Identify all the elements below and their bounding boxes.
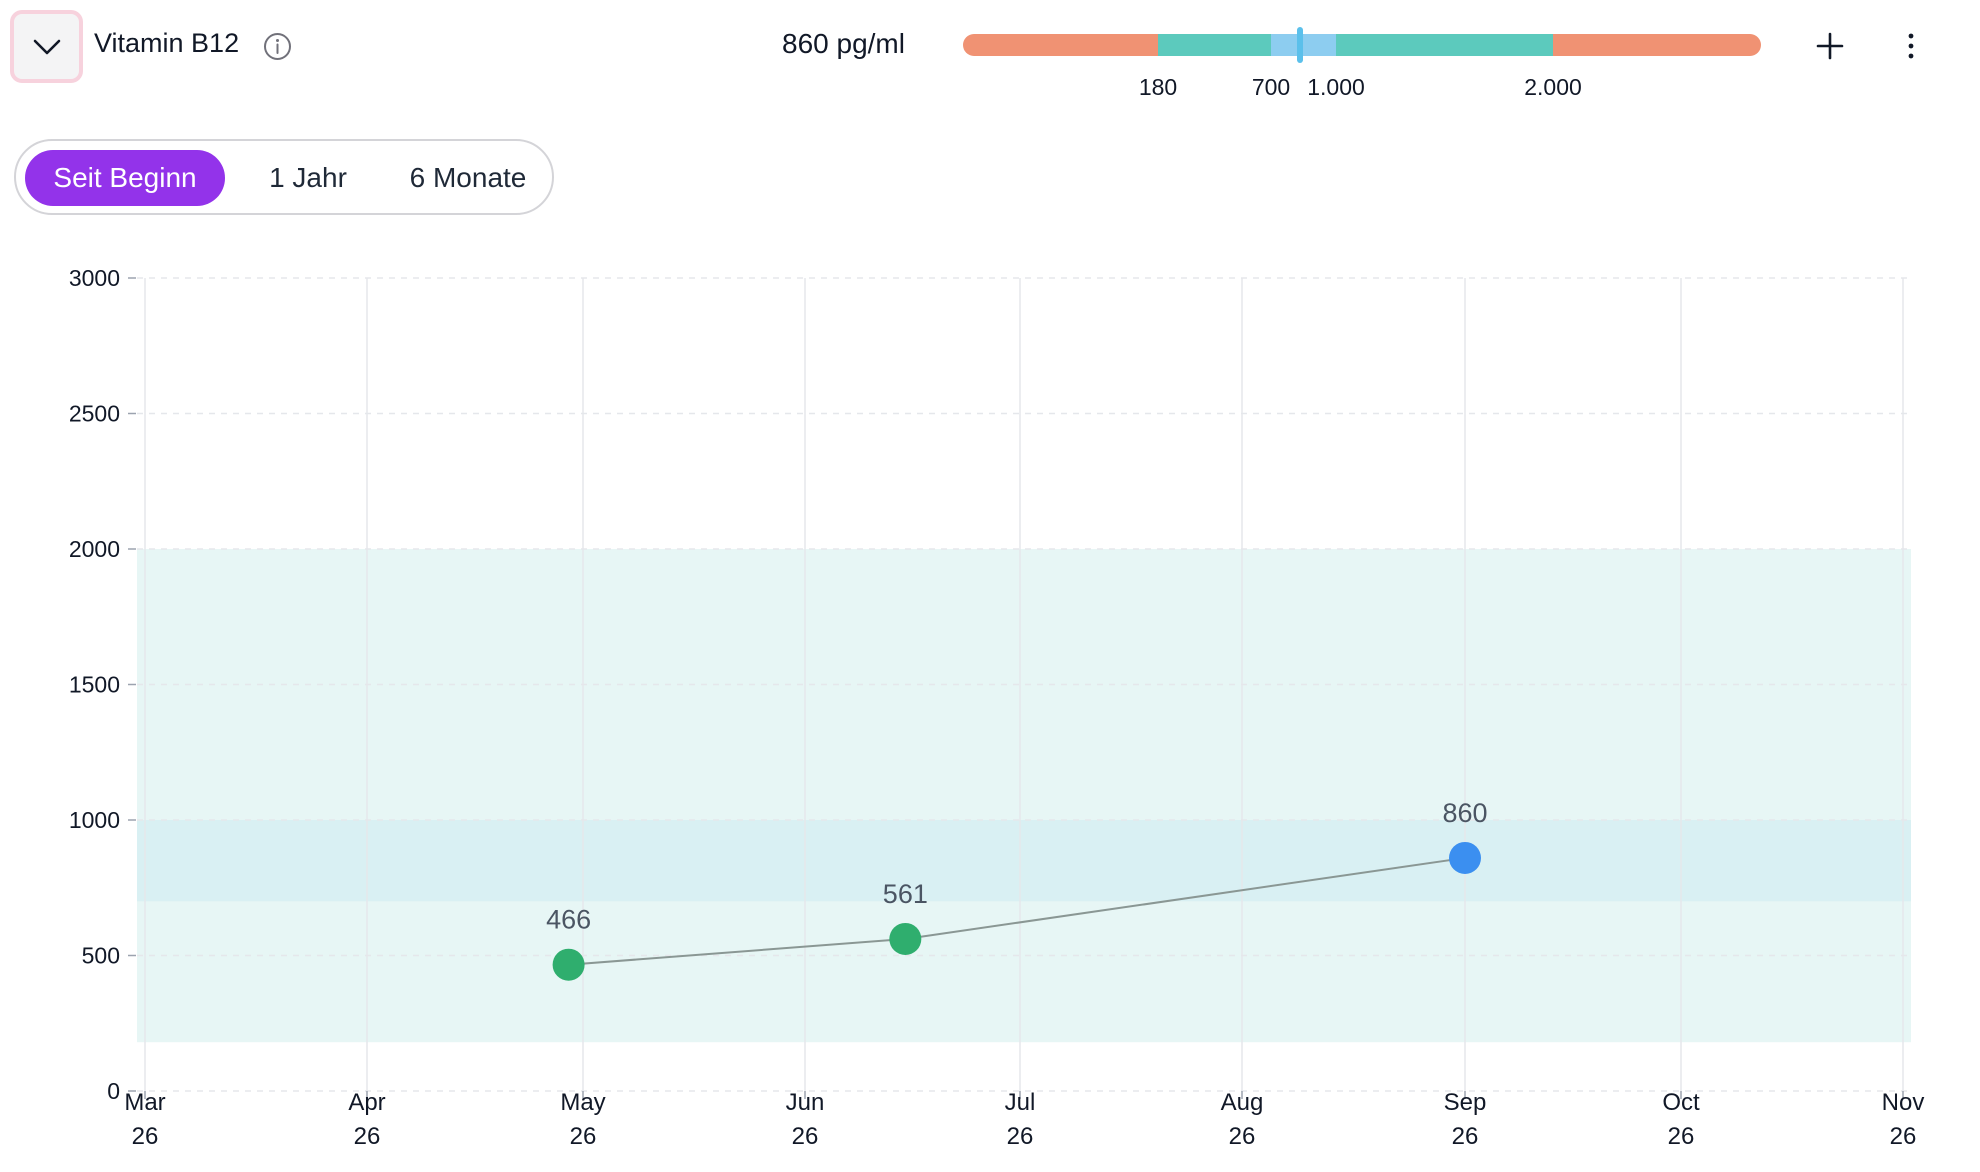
range-tick-label: 1.000	[1307, 74, 1365, 100]
x-axis-month-label: Nov	[1882, 1089, 1925, 1116]
range-segment-low	[963, 34, 1158, 56]
reference-range-bar	[963, 27, 1761, 63]
data-point-label: 860	[1442, 798, 1487, 828]
range-tick-label: 700	[1251, 74, 1291, 100]
add-value-button[interactable]	[1810, 26, 1850, 66]
x-axis-month-label: Jul	[1005, 1089, 1036, 1116]
x-axis-year-label: 26	[1229, 1123, 1256, 1150]
x-axis-year-label: 26	[792, 1123, 819, 1150]
y-axis-tick-label: 1500	[69, 672, 120, 698]
range-tick-label: 180	[1138, 74, 1178, 100]
range-segment-high	[1553, 34, 1761, 56]
filter-1-year[interactable]: 1 Jahr	[269, 162, 347, 193]
more-options-button[interactable]	[1896, 26, 1926, 66]
optimal-range-band	[137, 820, 1911, 902]
y-axis-tick-label: 3000	[69, 265, 120, 291]
x-axis-year-label: 26	[132, 1123, 159, 1150]
current-value-marker	[1297, 27, 1303, 63]
x-axis-month-label: Mar	[124, 1089, 165, 1116]
x-axis-month-label: Apr	[348, 1089, 385, 1116]
x-axis-year-label: 26	[570, 1123, 597, 1150]
filter-6-months[interactable]: 6 Monate	[409, 162, 527, 193]
data-point-label: 466	[546, 905, 591, 935]
x-axis-year-label: 26	[1007, 1123, 1034, 1150]
data-point	[552, 948, 585, 981]
x-axis-month-label: May	[560, 1089, 605, 1116]
data-point	[889, 922, 922, 955]
y-axis-tick-label: 2000	[69, 536, 120, 562]
filter-since-start[interactable]: Seit Beginn	[25, 150, 225, 206]
x-axis-month-label: Sep	[1444, 1089, 1487, 1116]
x-axis-month-label: Jun	[786, 1089, 825, 1116]
chevron-down-icon	[33, 39, 60, 54]
x-axis-year-label: 26	[1890, 1123, 1917, 1150]
marker-name: Vitamin B12	[94, 28, 240, 58]
collapse-button[interactable]	[10, 10, 83, 83]
range-segment-normal-low	[1158, 34, 1271, 56]
data-point	[1449, 841, 1481, 874]
y-axis-tick-label: 500	[82, 943, 120, 969]
plus-icon	[1816, 32, 1844, 60]
x-axis-month-label: Aug	[1221, 1089, 1264, 1116]
range-bar-track	[963, 34, 1761, 56]
marker-header: Vitamin B12 860 pg/ml 180 700 1.000 2.00…	[0, 0, 1980, 100]
info-icon[interactable]	[263, 32, 292, 61]
y-axis-tick-label: 1000	[69, 807, 120, 833]
data-point-label: 561	[883, 879, 928, 909]
x-axis-year-label: 26	[1452, 1123, 1479, 1150]
vitamin-b12-trend-chart: 0 500 1000 1500 2000 2500 3000 Mar 26 Apr 26 May 26 J…	[69, 265, 1925, 1150]
normal-range-band	[137, 549, 1911, 1043]
range-segment-optimal	[1271, 34, 1336, 56]
time-range-toggle: Seit Beginn 1 Jahr 6 Monate	[14, 139, 554, 215]
x-axis-year-label: 26	[1668, 1123, 1695, 1150]
y-axis-tick-label: 2500	[69, 401, 120, 427]
range-segment-normal-high	[1336, 34, 1553, 56]
x-axis-year-label: 26	[354, 1123, 381, 1150]
x-axis-month-label: Oct	[1662, 1089, 1700, 1116]
range-tick-label: 2.000	[1524, 74, 1582, 100]
y-axis-tick-label: 0	[107, 1078, 120, 1104]
vertical-ellipsis-icon	[1908, 33, 1914, 59]
current-value: 860 pg/ml	[782, 28, 905, 59]
